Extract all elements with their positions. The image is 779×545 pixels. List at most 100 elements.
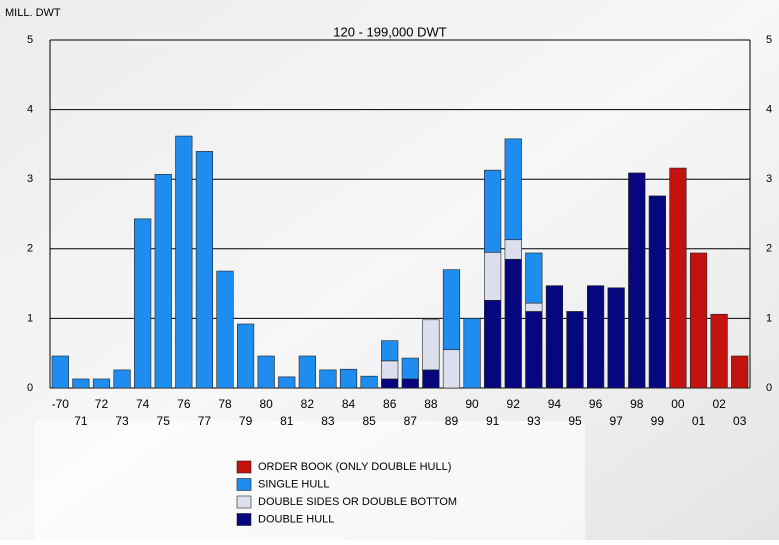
bar-segment bbox=[114, 370, 131, 388]
bar-segment bbox=[690, 253, 707, 388]
bar-segment bbox=[484, 170, 501, 252]
y-tick-label: 4 bbox=[27, 104, 33, 116]
bar-segment bbox=[93, 379, 110, 388]
bar-segment bbox=[484, 252, 501, 300]
y-tick-label: 2 bbox=[27, 243, 33, 255]
legend-label: DOUBLE HULL bbox=[258, 513, 334, 525]
bar-segment bbox=[526, 253, 543, 303]
x-tick-label: 78 bbox=[218, 397, 232, 411]
bar-segment bbox=[381, 379, 398, 388]
bar-segment bbox=[423, 370, 440, 388]
bar-segment bbox=[526, 303, 543, 311]
bar-segment bbox=[670, 168, 687, 388]
legend-swatch bbox=[237, 479, 251, 491]
legend-label: ORDER BOOK (ONLY DOUBLE HULL) bbox=[258, 461, 451, 473]
x-tick-label: 81 bbox=[280, 414, 294, 428]
bar-segment bbox=[381, 361, 398, 379]
bar-segment bbox=[546, 286, 563, 388]
x-tick-label: 83 bbox=[321, 414, 335, 428]
x-tick-label: 84 bbox=[342, 397, 356, 411]
bar-segment bbox=[464, 318, 481, 388]
y2-tick-label: 1 bbox=[766, 312, 772, 324]
bar-segment bbox=[628, 173, 645, 388]
bar-segment bbox=[134, 219, 151, 388]
bar-segment bbox=[711, 314, 728, 388]
bar-segment bbox=[484, 300, 501, 388]
x-tick-label: 88 bbox=[424, 397, 438, 411]
bar-segment bbox=[443, 350, 460, 388]
y2-tick-label: 2 bbox=[766, 243, 772, 255]
x-tick-label: 85 bbox=[362, 414, 376, 428]
y2-tick-label: 4 bbox=[766, 104, 772, 116]
x-tick-label: 00 bbox=[671, 397, 685, 411]
x-tick-label: 95 bbox=[568, 414, 582, 428]
x-tick-label: 74 bbox=[136, 397, 150, 411]
bar-segment bbox=[567, 311, 584, 388]
x-tick-label: 76 bbox=[177, 397, 191, 411]
legend-swatch bbox=[237, 514, 251, 526]
bar-segment bbox=[587, 286, 604, 388]
y-tick-label: 3 bbox=[27, 173, 33, 185]
bar-segment bbox=[649, 196, 666, 388]
page: {"chart_data": {"type": "stacked-bar", "… bbox=[0, 0, 779, 545]
x-tick-label: 71 bbox=[74, 414, 88, 428]
bar-segment bbox=[443, 270, 460, 350]
bar-segment bbox=[381, 341, 398, 361]
x-tick-label: 93 bbox=[527, 414, 541, 428]
bar-segment bbox=[299, 356, 316, 388]
y-tick-label: 5 bbox=[27, 34, 33, 46]
x-tick-label: -70 bbox=[52, 397, 70, 411]
bar-segment bbox=[505, 259, 522, 388]
bar-segment bbox=[608, 288, 625, 388]
x-tick-label: 99 bbox=[651, 414, 665, 428]
y2-tick-label: 5 bbox=[766, 34, 772, 46]
bar-segment bbox=[361, 376, 378, 388]
x-tick-label: 73 bbox=[115, 414, 129, 428]
x-tick-label: 89 bbox=[445, 414, 459, 428]
y2-tick-label: 3 bbox=[766, 173, 772, 185]
y2-tick-label: 0 bbox=[766, 382, 772, 394]
x-tick-label: 02 bbox=[712, 397, 726, 411]
bar-segment bbox=[340, 369, 357, 388]
bar-segment bbox=[402, 379, 419, 388]
x-tick-label: 87 bbox=[404, 414, 418, 428]
bar-segment bbox=[731, 356, 748, 388]
x-tick-label: 80 bbox=[259, 397, 273, 411]
x-tick-label: 03 bbox=[733, 414, 747, 428]
bar-segment bbox=[155, 174, 172, 388]
x-tick-label: 75 bbox=[157, 414, 171, 428]
legend-swatch bbox=[237, 461, 251, 473]
bar-segment bbox=[258, 356, 275, 388]
bar-segment bbox=[237, 324, 254, 388]
bar-segment bbox=[52, 356, 69, 388]
x-tick-label: 96 bbox=[589, 397, 603, 411]
legend-swatch bbox=[237, 496, 251, 508]
x-tick-label: 01 bbox=[692, 414, 706, 428]
bar-segment bbox=[505, 139, 522, 240]
legend-label: SINGLE HULL bbox=[258, 478, 330, 490]
bar-segment bbox=[526, 311, 543, 388]
y-tick-label: 1 bbox=[27, 312, 33, 324]
x-tick-label: 90 bbox=[465, 397, 479, 411]
x-tick-label: 98 bbox=[630, 397, 644, 411]
y-tick-label: 0 bbox=[27, 382, 33, 394]
x-tick-label: 94 bbox=[548, 397, 562, 411]
bar-segment bbox=[505, 240, 522, 259]
bar-segment bbox=[176, 136, 193, 388]
x-tick-label: 97 bbox=[609, 414, 623, 428]
x-tick-label: 86 bbox=[383, 397, 397, 411]
bar-segment bbox=[196, 151, 213, 388]
x-tick-label: 92 bbox=[507, 397, 521, 411]
chart: MILL. DWT 120 - 199,000 DWT 001122334455… bbox=[0, 0, 779, 540]
bar-segment bbox=[73, 379, 90, 388]
x-tick-label: 91 bbox=[486, 414, 500, 428]
bar-segment bbox=[217, 271, 234, 388]
legend-label: DOUBLE SIDES OR DOUBLE BOTTOM bbox=[258, 496, 457, 508]
x-tick-label: 72 bbox=[95, 397, 109, 411]
bar-segment bbox=[320, 370, 337, 388]
x-tick-label: 79 bbox=[239, 414, 253, 428]
x-tick-label: 82 bbox=[301, 397, 315, 411]
bar-segment bbox=[423, 320, 440, 370]
y-axis-title: MILL. DWT bbox=[5, 7, 61, 19]
x-tick-label: 77 bbox=[198, 414, 212, 428]
